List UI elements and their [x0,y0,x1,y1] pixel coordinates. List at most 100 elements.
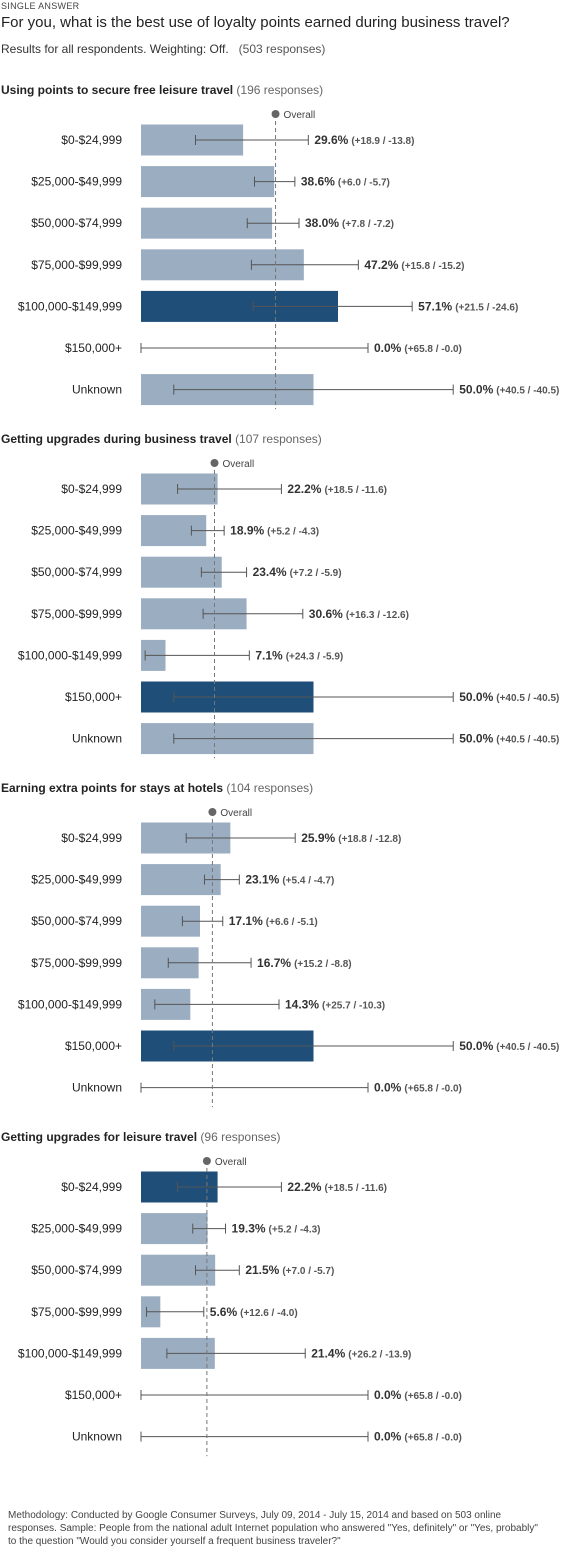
category-label: $75,000-$99,999 [31,1305,122,1319]
confidence-interval: (+7.0 / -5.7) [282,1266,334,1277]
weighting-note: Results for all respondents. Weighting: … [1,42,229,56]
value-label: 7.1% (+24.3 / -5.9) [255,648,343,662]
confidence-interval: (+65.8 / -0.0) [404,1084,462,1095]
value-label: 21.4% (+26.2 / -13.9) [311,1346,411,1360]
category-label: $100,000-$149,999 [18,648,122,662]
chart-leisure-travel: $0-$24,999 29.6% (+18.9 / -13.8) $25,000-$4… [18,110,559,410]
confidence-interval: (+18.5 / -11.6) [324,485,387,496]
confidence-interval: (+18.8 / -12.8) [338,834,401,845]
value-label: 23.4% (+7.2 / -5.9) [253,565,342,579]
value-label: 30.6% (+16.3 / -12.6) [309,607,409,621]
category-label: Unknown [72,1430,122,1444]
category-label: $75,000-$99,999 [31,956,122,970]
value-label: 22.2% (+18.5 / -11.6) [287,482,387,496]
chart-business-upgrades: $0-$24,999 22.2% (+18.5 / -11.6) $25,000-$4… [18,459,559,759]
confidence-interval: (+18.5 / -11.6) [324,1183,387,1194]
value-label: 5.6% (+12.6 / -4.0) [210,1305,298,1319]
category-label: $50,000-$74,999 [31,565,122,579]
category-label: $75,000-$99,999 [31,258,122,272]
value-label: 0.0% (+65.8 / -0.0) [374,1430,462,1444]
section-title-3: Earning extra points for stays at hotels… [1,781,313,795]
question-type-label: SINGLE ANSWER [1,1,80,11]
category-label: $0-$24,999 [61,1180,122,1194]
confidence-interval: (+6.6 / -5.1) [266,917,318,928]
overall-marker [210,459,219,467]
value-label: 50.0% (+40.5 / -40.5) [459,383,559,397]
overall-marker [202,1157,211,1165]
confidence-interval: (+26.2 / -13.9) [348,1349,411,1360]
confidence-interval: (+7.8 / -7.2) [342,219,394,230]
section-title-2: Getting upgrades during business travel … [1,432,322,446]
value-label: 21.5% (+7.0 / -5.7) [245,1263,334,1277]
section-title-4: Getting upgrades for leisure travel (96 … [1,1130,280,1144]
confidence-interval: (+65.8 / -0.0) [404,1391,462,1402]
section-name: Getting upgrades during business travel [1,432,232,446]
confidence-interval: (+15.8 / -15.2) [401,261,464,272]
section-responses: (107 responses) [235,432,322,446]
category-label: $150,000+ [65,1039,122,1053]
value-label: 38.6% (+6.0 / -5.7) [301,175,390,189]
category-label: $50,000-$74,999 [31,1263,122,1277]
bar [141,166,275,198]
confidence-interval: (+7.2 / -5.9) [290,568,342,579]
section-responses: (104 responses) [226,781,314,795]
results-note: Results for all respondents. Weighting: … [1,42,325,56]
value-label: 23.1% (+5.4 / -4.7) [245,873,334,887]
overall-marker [208,808,217,816]
value-label: 57.1% (+21.5 / -24.6) [418,299,518,313]
value-label: 16.7% (+15.2 / -8.8) [257,956,352,970]
total-responses: (503 responses) [238,42,326,56]
section-name: Earning extra points for stays at hotels [1,781,224,795]
value-label: 38.0% (+7.8 / -7.2) [305,216,394,230]
confidence-interval: (+65.8 / -0.0) [404,1433,462,1444]
category-label: $0-$24,999 [61,831,122,845]
category-label: $25,000-$49,999 [31,524,122,538]
value-label: 0.0% (+65.8 / -0.0) [374,1081,462,1095]
category-label: $100,000-$149,999 [18,299,122,313]
chart-leisure-upgrades: $0-$24,999 22.2% (+18.5 / -11.6) $25,000-$4… [18,1157,462,1457]
value-label: 50.0% (+40.5 / -40.5) [459,690,559,704]
category-label: Unknown [72,732,122,746]
confidence-interval: (+18.9 / -13.8) [351,136,414,147]
category-label: $50,000-$74,999 [31,216,122,230]
category-label: Unknown [72,383,122,397]
overall-label: Overall [284,110,316,121]
section-name: Using points to secure free leisure trav… [1,83,234,97]
confidence-interval: (+65.8 / -0.0) [404,344,462,355]
value-label: 47.2% (+15.8 / -15.2) [364,258,464,272]
category-label: $0-$24,999 [61,482,122,496]
confidence-interval: (+12.6 / -4.0) [240,1308,298,1319]
chart-hotel-points: $0-$24,999 25.9% (+18.8 / -12.8) $25,000-$4… [18,808,559,1108]
value-label: 50.0% (+40.5 / -40.5) [459,1039,559,1053]
category-label: $100,000-$149,999 [18,997,122,1011]
confidence-interval: (+40.5 / -40.5) [496,1042,559,1053]
value-label: 18.9% (+5.2 / -4.3) [230,524,319,538]
category-label: $25,000-$49,999 [31,1222,122,1236]
confidence-interval: (+15.2 / -8.8) [294,959,352,970]
category-label: $25,000-$49,999 [31,873,122,887]
value-label: 14.3% (+25.7 / -10.3) [285,997,385,1011]
value-label: 19.3% (+5.2 / -4.3) [232,1222,321,1236]
value-label: 22.2% (+18.5 / -11.6) [287,1180,387,1194]
category-label: $100,000-$149,999 [18,1346,122,1360]
value-label: 17.1% (+6.6 / -5.1) [229,914,318,928]
confidence-interval: (+5.4 / -4.7) [282,876,334,887]
confidence-interval: (+25.7 / -10.3) [322,1000,385,1011]
category-label: $150,000+ [65,1388,122,1402]
section-responses: (196 responses) [236,83,324,97]
confidence-interval: (+40.5 / -40.5) [496,386,559,397]
category-label: $75,000-$99,999 [31,607,122,621]
value-label: 25.9% (+18.8 / -12.8) [301,831,401,845]
overall-marker [271,110,280,118]
overall-label: Overall [215,1157,247,1168]
section-title-1: Using points to secure free leisure trav… [1,83,323,97]
confidence-interval: (+16.3 / -12.6) [346,610,409,621]
survey-question: For you, what is the best use of loyalty… [1,14,510,31]
overall-label: Overall [222,459,254,470]
confidence-interval: (+40.5 / -40.5) [496,693,559,704]
confidence-interval: (+5.2 / -4.3) [269,1225,321,1236]
value-label: 0.0% (+65.8 / -0.0) [374,341,462,355]
category-label: $25,000-$49,999 [31,175,122,189]
section-responses: (96 responses) [200,1130,281,1144]
category-label: $150,000+ [65,690,122,704]
